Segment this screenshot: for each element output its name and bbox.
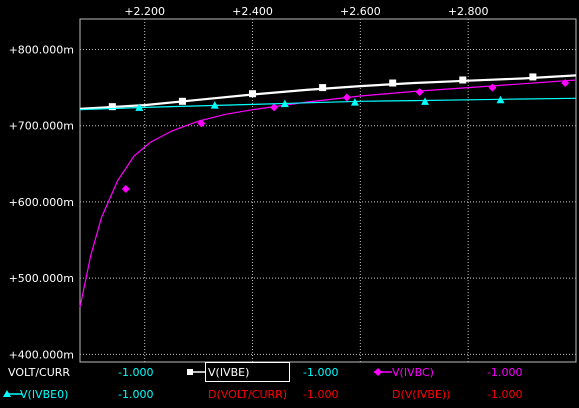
legend-ivbe-marker-icon <box>187 369 206 375</box>
data-point-v-ivbe <box>178 97 186 105</box>
data-point-v-ivbe <box>249 90 257 98</box>
series-v-ivbe0[interactable] <box>79 95 577 111</box>
data-point-v-ivbc <box>488 83 497 92</box>
y-tick-label: +700.000m <box>9 120 74 133</box>
data-point-v-ivbe <box>319 84 327 92</box>
legend-ivbe-name: V(IVBE) <box>208 366 250 379</box>
grid-lines <box>80 19 576 362</box>
y-tick-label: +600.000m <box>9 196 74 209</box>
y-tick-label: +800.000m <box>9 43 74 56</box>
data-point-v-ivbe <box>459 76 467 84</box>
x-tick-label: +2.400 <box>232 5 273 18</box>
y-tick-label: +400.000m <box>9 348 74 361</box>
data-point-v-ivbc <box>415 88 424 97</box>
series-line-v-ivbc[interactable] <box>79 79 577 308</box>
legend-ivbe-value: -1.000 <box>303 366 339 379</box>
series-v-ivbe[interactable] <box>79 73 577 111</box>
data-point-v-ivbe <box>389 79 397 87</box>
x-tick-label: +2.600 <box>340 5 381 18</box>
legend-ivbe0-name: V(IVBE0) <box>20 388 69 401</box>
legend-d-volt-value: -1.000 <box>303 388 339 401</box>
data-point-v-ivbc <box>270 103 279 112</box>
data-point-v-ivbe0 <box>350 98 359 106</box>
legend-axis-value: -1.000 <box>118 366 154 379</box>
legend-ivbe0-marker-icon <box>3 390 22 397</box>
plot-area <box>79 18 577 363</box>
legend-d-ivbe-value: -1.000 <box>487 388 523 401</box>
x-tick-label: +2.200 <box>124 5 165 18</box>
data-point-v-ivbc <box>197 119 206 128</box>
y-tick-label: +500.000m <box>9 272 74 285</box>
legend-d-volt-name: D(VOLT/CURR) <box>208 388 288 401</box>
legend-ivbc-value: -1.000 <box>487 366 523 379</box>
data-point-v-ivbe0 <box>210 101 219 109</box>
series-line-v-ivbe[interactable] <box>79 74 577 110</box>
legend-ivbc-name: V(IVBC) <box>392 366 434 379</box>
data-point-v-ivbe <box>529 73 537 81</box>
data-point-v-ivbe0 <box>496 95 505 104</box>
series-line-v-ivbe0[interactable] <box>79 97 577 111</box>
legend-ivbc-marker-icon <box>374 368 392 376</box>
data-point-v-ivbc <box>561 79 570 88</box>
data-point-v-ivbe <box>108 103 116 111</box>
data-point-v-ivbe0 <box>280 99 289 108</box>
data-point-v-ivbc <box>121 184 130 193</box>
data-point-v-ivbe0 <box>135 103 144 111</box>
data-point-v-ivbc <box>342 93 351 102</box>
series-v-ivbc[interactable] <box>79 79 577 308</box>
data-point-v-ivbe0 <box>421 97 430 105</box>
legend-ivbe-selected-box[interactable]: V(IVBE) <box>205 362 290 382</box>
series-lines[interactable] <box>79 73 577 308</box>
x-tick-label: +2.800 <box>448 5 489 18</box>
legend-ivbe0-value: -1.000 <box>118 388 154 401</box>
legend-axis-name: VOLT/CURR <box>8 366 71 379</box>
legend-d-ivbe-name: D(V(IVBE)) <box>392 388 451 401</box>
axis-ticks: +2.200 +2.400 +2.600 +2.800 +400.000m +500.00… <box>9 5 489 361</box>
